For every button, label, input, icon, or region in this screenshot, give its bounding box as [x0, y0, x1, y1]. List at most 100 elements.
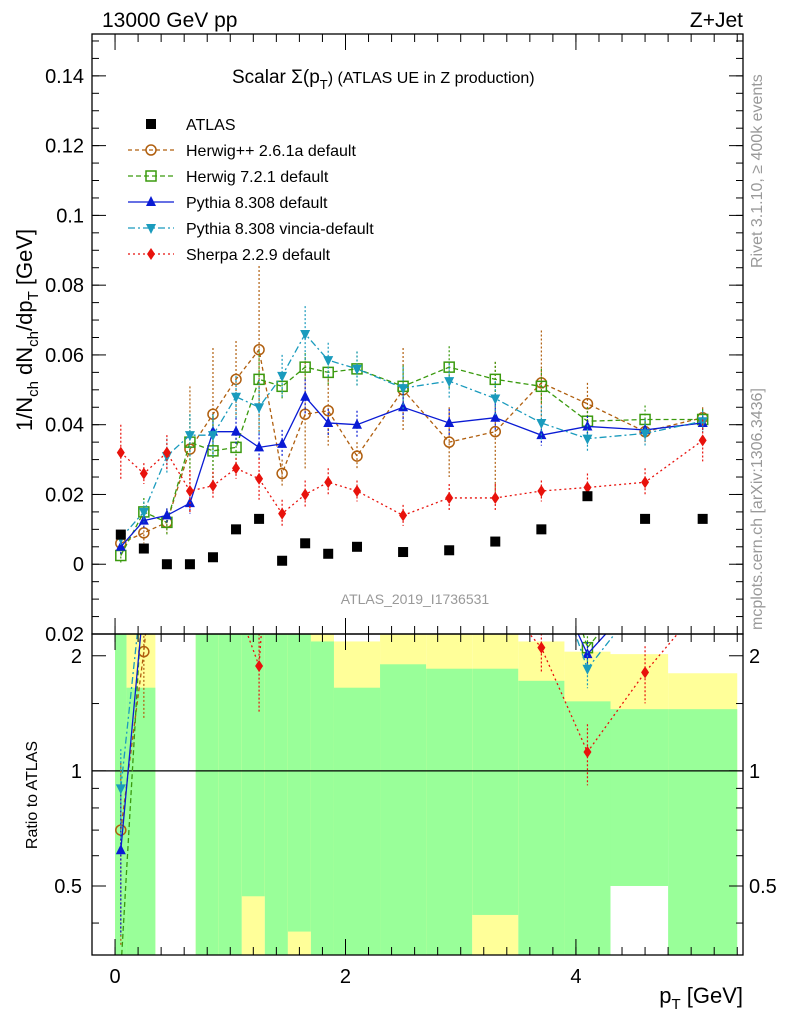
series-4-point-2	[162, 446, 171, 459]
band-green-1	[126, 687, 156, 955]
tick-labels: 0 0.02 0.04 0.06 0.08 0.1 0.12 0.14 0.02 0 2 4 0.5 0.…	[45, 66, 777, 988]
atlas-point-3	[184, 559, 195, 570]
band-green-12	[518, 680, 565, 955]
band-green-5	[264, 634, 288, 955]
y-axis-label-part-3: ch	[25, 331, 42, 347]
ratio-tick-label-right-0: 0.5	[749, 876, 777, 898]
ratio-4-point-14	[537, 641, 546, 654]
atlas-point-8	[300, 538, 311, 549]
series-2-point-5	[231, 425, 242, 436]
y-tick-label-6: 0.12	[45, 136, 84, 158]
series-3-point-13	[490, 394, 501, 405]
ratio-y-axis-label: Ratio to ATLAS	[24, 741, 41, 849]
ratio-tick-label-left-2: 2	[71, 646, 82, 668]
series-4-point-14	[537, 484, 546, 497]
series-0-point-10	[351, 450, 363, 462]
ratio-tick-label-right-2: 2	[749, 646, 760, 668]
series-3-point-8	[300, 330, 311, 340]
series-line-0	[120, 348, 703, 544]
series-3-point-15	[582, 434, 593, 445]
series-0-point-6	[253, 343, 265, 356]
plot-title-sub: T	[320, 77, 328, 92]
series-3-point-14	[536, 418, 547, 429]
y-tick-label-4: 0.08	[45, 275, 84, 297]
ratio-3-point-15	[582, 664, 593, 675]
series-2-point-12	[444, 416, 455, 427]
legend-marker-3	[146, 196, 156, 206]
series-1-point-8	[299, 361, 311, 373]
series-4-point-6	[255, 472, 264, 485]
series-4-point-12	[445, 491, 454, 504]
series-4-point-9	[324, 476, 333, 489]
series-2-point-13	[490, 411, 501, 422]
band-green-6	[287, 634, 311, 932]
series-0-point-9	[322, 404, 334, 417]
ratio-2-point-0	[115, 844, 126, 855]
series-3-point-9	[323, 356, 334, 367]
series-2-point-10	[352, 418, 363, 429]
band-green-15	[668, 709, 738, 955]
mcplots-credit-text: mcplots.cern.ch [arXiv:1306.3436]	[749, 388, 766, 630]
atlas-point-16	[640, 513, 651, 524]
analysis-id-label: ATLAS_2019_I1736531	[341, 591, 490, 607]
band-green-3	[218, 634, 242, 955]
y-axis-label-part-1: ch	[25, 381, 42, 397]
y-tick-label-partial: 0.02	[45, 624, 84, 646]
y-tick-label-1: 0.02	[45, 484, 84, 506]
atlas-point-13	[490, 536, 501, 547]
series-0-point-12	[443, 436, 455, 448]
y-axis-label-part-5: T	[25, 291, 42, 300]
y-axis-label-part-0: 1/N	[12, 397, 37, 431]
series-4-point-4	[208, 479, 217, 492]
series-4-point-3	[185, 484, 194, 497]
main-series	[115, 265, 709, 563]
header-process-label: Z+Jet	[690, 9, 743, 32]
band-green-7	[310, 641, 334, 955]
atlas-point-7	[277, 555, 288, 566]
ratio-plot-frame	[91, 633, 744, 956]
band-green-11	[472, 668, 519, 915]
rivet-version-text: Rivet 3.1.10, ≥ 400k events	[749, 74, 766, 268]
y-axis-label-part-4: /dp	[12, 300, 37, 331]
series-0-point-13	[489, 425, 502, 438]
series-3-point-17	[697, 417, 708, 428]
x-axis-label: pT [GeV]	[659, 983, 743, 1013]
legend-label-4: Pythia 8.308 vincia-default	[186, 221, 374, 238]
x-axis-label-sub: T	[671, 996, 680, 1013]
ratio-series	[115, 634, 679, 955]
series-0-point-7	[276, 467, 288, 480]
y-tick-label-2: 0.04	[45, 415, 84, 437]
series-4-point-16	[641, 476, 650, 489]
series-4-point-17	[698, 434, 707, 447]
plot-title-main: Scalar Σ(p	[232, 67, 320, 88]
plot-title-rest: ) (ATLAS UE in Z production)	[328, 70, 535, 87]
atlas-point-10	[352, 541, 363, 552]
series-2-point-8	[300, 390, 311, 401]
series-2-point-7	[277, 437, 288, 448]
atlas-point-15	[582, 491, 593, 502]
series-4-point-5	[232, 462, 241, 475]
x-tick-label-0: 0	[109, 966, 120, 988]
legend-label-0: ATLAS	[186, 117, 236, 134]
y-tick-label-0: 0	[73, 554, 84, 576]
ratio-4-point-15	[583, 746, 592, 759]
atlas-point-11	[398, 547, 409, 558]
ratio-uncertainty-bands	[115, 634, 738, 955]
ratio-4-point-6	[255, 660, 264, 673]
y-tick-label-7: 0.14	[45, 66, 84, 88]
y-axis-label-part-2: dN	[12, 347, 37, 381]
legend-marker-4	[146, 224, 156, 234]
legend: ATLAS Herwig++ 2.6.1a default Herwig 7.2.1…	[128, 117, 374, 264]
series-1-point-14	[535, 380, 548, 393]
ratio-3-point-0	[115, 784, 126, 795]
series-3-point-12	[444, 377, 455, 388]
legend-label-3: Pythia 8.308 default	[186, 195, 328, 212]
legend-label-1: Herwig++ 2.6.1a default	[186, 143, 356, 160]
legend-marker-2	[145, 170, 157, 182]
legend-label-5: Sherpa 2.2.9 default	[186, 247, 331, 264]
legend-label-2: Herwig 7.2.1 default	[186, 169, 329, 186]
series-0-point-1	[138, 527, 150, 539]
series-2-point-2	[161, 509, 172, 520]
series-4-point-7	[278, 507, 287, 520]
